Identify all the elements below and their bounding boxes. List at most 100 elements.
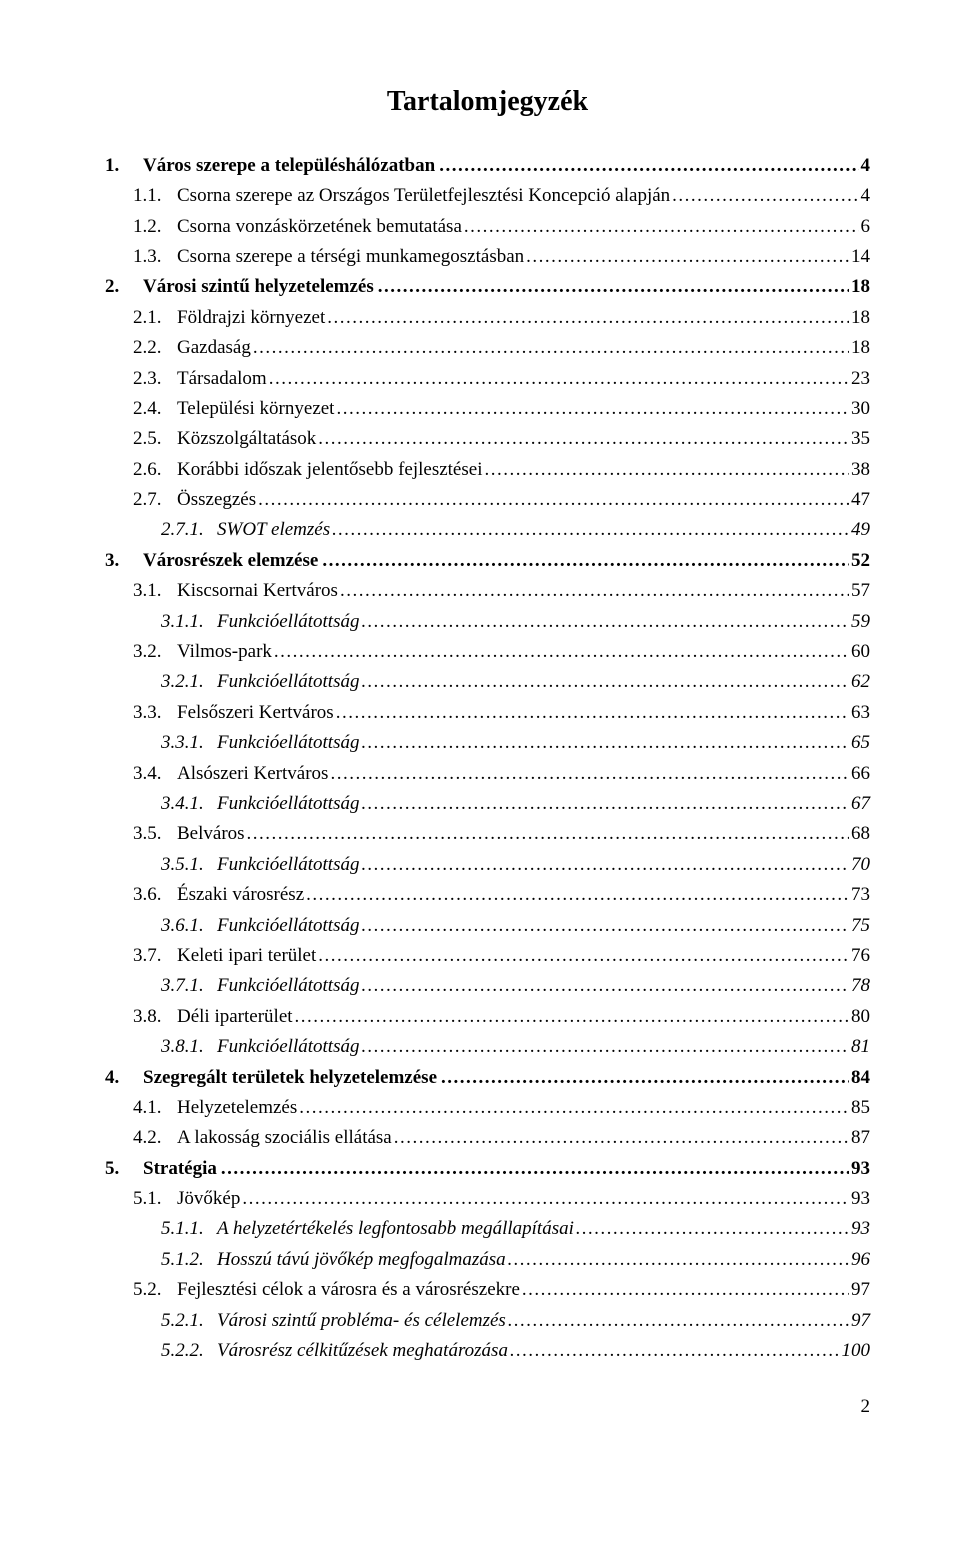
toc-entry-page: 52 bbox=[851, 546, 870, 576]
toc-entry-label: 2.5.Közszolgáltatások bbox=[133, 424, 316, 454]
toc-entry-label: 2.6.Korábbi időszak jelentősebb fejleszt… bbox=[133, 455, 482, 485]
toc-entry-text: Városi szintű helyzetelemzés bbox=[143, 276, 374, 297]
toc-entry-label: 5.2.1.Városi szintű probléma- és célelem… bbox=[161, 1306, 506, 1336]
toc-leader-dots bbox=[221, 1154, 849, 1184]
toc-leader-dots bbox=[336, 394, 849, 424]
toc-entry-label: 3.5.Belváros bbox=[133, 819, 245, 849]
toc-entry: 2.7.1.SWOT elemzés 49 bbox=[105, 515, 870, 545]
toc-entry: 4.1.Helyzetelemzés 85 bbox=[105, 1093, 870, 1123]
toc-entry-text: Helyzetelemzés bbox=[177, 1097, 297, 1118]
toc-entry-page: 23 bbox=[851, 364, 870, 394]
toc-entry: 4.Szegregált területek helyzetelemzése 8… bbox=[105, 1063, 870, 1093]
toc-entry-page: 85 bbox=[851, 1093, 870, 1123]
toc-leader-dots bbox=[242, 1184, 849, 1214]
toc-entry-number: 3.2. bbox=[133, 637, 177, 667]
toc-entry-label: 5.1.2.Hosszú távú jövőkép megfogalmazása bbox=[161, 1245, 506, 1275]
toc-leader-dots bbox=[295, 1002, 849, 1032]
toc-leader-dots bbox=[274, 637, 849, 667]
toc-entry-label: 2.4.Települési környezet bbox=[133, 394, 334, 424]
toc-entry: 3.8.1.Funkcióellátottság 81 bbox=[105, 1032, 870, 1062]
toc-leader-dots bbox=[508, 1306, 849, 1336]
toc-leader-dots bbox=[361, 667, 849, 697]
toc-leader-dots bbox=[327, 303, 849, 333]
toc-entry-text: Stratégia bbox=[143, 1158, 217, 1179]
toc-entry-number: 5.1.1. bbox=[161, 1214, 217, 1244]
toc-entry: 5.2.Fejlesztési célok a városra és a vár… bbox=[105, 1275, 870, 1305]
toc-entry-page: 59 bbox=[851, 607, 870, 637]
toc-entry-page: 18 bbox=[851, 272, 870, 302]
toc-leader-dots bbox=[672, 181, 858, 211]
toc-entry-label: 3.2.1.Funkcióellátottság bbox=[161, 667, 359, 697]
toc-entry: 2.3.Társadalom 23 bbox=[105, 364, 870, 394]
toc-leader-dots bbox=[330, 759, 849, 789]
toc-entry-text: Hosszú távú jövőkép megfogalmazása bbox=[217, 1249, 506, 1270]
toc-entry-page: 66 bbox=[851, 759, 870, 789]
toc-entry-number: 1.2. bbox=[133, 212, 177, 242]
toc-entry: 3.6.1.Funkcióellátottság 75 bbox=[105, 911, 870, 941]
toc-entry: 5.2.1.Városi szintű probléma- és célelem… bbox=[105, 1306, 870, 1336]
toc-entry-page: 65 bbox=[851, 728, 870, 758]
toc-entry: 3.2.1.Funkcióellátottság 62 bbox=[105, 667, 870, 697]
toc-entry-page: 49 bbox=[851, 515, 870, 545]
toc-entry-number: 3.8.1. bbox=[161, 1032, 217, 1062]
toc-entry-label: 5.1.1.A helyzetértékelés legfontosabb me… bbox=[161, 1214, 574, 1244]
toc-entry-text: Városi szintű probléma- és célelemzés bbox=[217, 1310, 506, 1331]
toc-entry-page: 14 bbox=[851, 242, 870, 272]
toc-entry-page: 81 bbox=[851, 1032, 870, 1062]
toc-entry: 5.2.2.Városrész célkitűzések meghatározá… bbox=[105, 1336, 870, 1366]
toc-leader-dots bbox=[322, 546, 849, 576]
toc-entry-number: 3.3. bbox=[133, 698, 177, 728]
toc-entry-text: A lakosság szociális ellátása bbox=[177, 1127, 392, 1148]
toc-leader-dots bbox=[253, 333, 849, 363]
toc-entry-label: 5.2.Fejlesztési célok a városra és a vár… bbox=[133, 1275, 520, 1305]
toc-entry-label: 4.2.A lakosság szociális ellátása bbox=[133, 1123, 392, 1153]
toc-leader-dots bbox=[361, 728, 849, 758]
toc-entry-number: 3.7. bbox=[133, 941, 177, 971]
toc-entry-text: Városrészek elemzése bbox=[143, 550, 318, 571]
toc-entry-page: 78 bbox=[851, 971, 870, 1001]
toc-entry-number: 2.6. bbox=[133, 455, 177, 485]
toc-entry-text: Funkcióellátottság bbox=[217, 611, 359, 632]
toc-entry-number: 3.4.1. bbox=[161, 789, 217, 819]
toc-leader-dots bbox=[361, 850, 849, 880]
toc-entry-page: 84 bbox=[851, 1063, 870, 1093]
toc-entry-text: Északi városrész bbox=[177, 884, 304, 905]
toc-entry-label: 3.1.1.Funkcióellátottság bbox=[161, 607, 359, 637]
toc-entry-page: 35 bbox=[851, 424, 870, 454]
toc-entry-page: 75 bbox=[851, 911, 870, 941]
toc-entry: 4.2.A lakosság szociális ellátása 87 bbox=[105, 1123, 870, 1153]
toc-entry: 3.8.Déli iparterület 80 bbox=[105, 1002, 870, 1032]
toc-entry-label: 1.3.Csorna szerepe a térségi munkamegosz… bbox=[133, 242, 524, 272]
toc-entry-page: 97 bbox=[851, 1275, 870, 1305]
toc-entry-number: 2.2. bbox=[133, 333, 177, 363]
toc-entry: 2.6.Korábbi időszak jelentősebb fejleszt… bbox=[105, 455, 870, 485]
toc-entry: 3.Városrészek elemzése 52 bbox=[105, 546, 870, 576]
toc-entry-page: 100 bbox=[842, 1336, 871, 1366]
toc-entry-page: 93 bbox=[851, 1214, 870, 1244]
toc-entry-text: Kiscsornai Kertváros bbox=[177, 580, 338, 601]
toc-entry-text: Funkcióellátottság bbox=[217, 854, 359, 875]
toc-leader-dots bbox=[361, 971, 849, 1001]
toc-leader-dots bbox=[336, 698, 849, 728]
toc-entry: 5.1.Jövőkép 93 bbox=[105, 1184, 870, 1214]
toc-entry-number: 3.1. bbox=[133, 576, 177, 606]
toc-entry-number: 3.1.1. bbox=[161, 607, 217, 637]
toc-entry-text: Csorna vonzáskörzetének bemutatása bbox=[177, 216, 462, 237]
toc-leader-dots bbox=[522, 1275, 849, 1305]
toc-entry-text: Városrész célkitűzések meghatározása bbox=[217, 1340, 508, 1361]
toc-entry-number: 5.2.2. bbox=[161, 1336, 217, 1366]
toc-entry-text: Keleti ipari terület bbox=[177, 945, 316, 966]
toc-entry-label: 3.Városrészek elemzése bbox=[105, 546, 320, 576]
toc-entry-label: 3.8.Déli iparterület bbox=[133, 1002, 293, 1032]
toc-entry-text: A helyzetértékelés legfontosabb megállap… bbox=[217, 1218, 574, 1239]
toc-entry-text: Funkcióellátottság bbox=[217, 793, 359, 814]
toc-entry: 3.3.Felsőszeri Kertváros 63 bbox=[105, 698, 870, 728]
toc-entry-number: 3.5.1. bbox=[161, 850, 217, 880]
toc-entry-text: Jövőkép bbox=[177, 1188, 240, 1209]
toc-entry-text: Funkcióellátottság bbox=[217, 975, 359, 996]
toc-leader-dots bbox=[361, 789, 849, 819]
toc-title: Tartalomjegyzék bbox=[105, 80, 870, 125]
toc-entry: 3.5.Belváros 68 bbox=[105, 819, 870, 849]
toc-entry-text: Funkcióellátottság bbox=[217, 732, 359, 753]
toc-entry-label: 2.7.1.SWOT elemzés bbox=[161, 515, 330, 545]
